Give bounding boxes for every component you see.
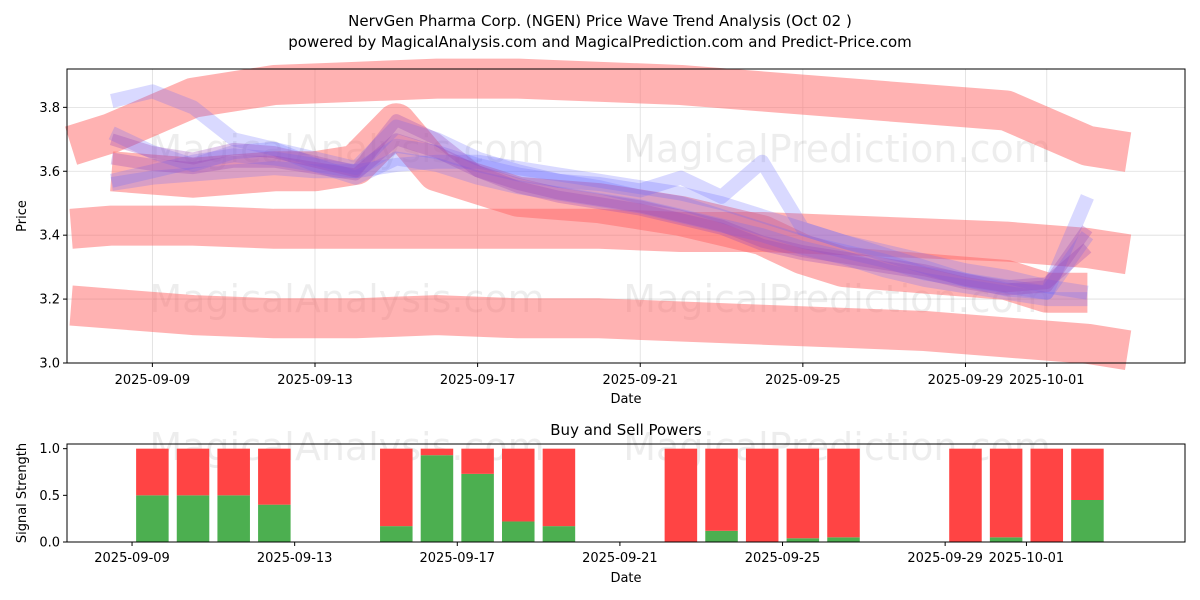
buy-power-bar — [542, 526, 576, 542]
sell-power-bar — [502, 448, 535, 522]
buy-power-bar — [136, 495, 169, 542]
price-x-axis-label: Date — [610, 392, 641, 407]
sell-power-bar — [949, 448, 982, 542]
buy-power-bar — [502, 521, 535, 542]
signal-x-tick-label: 2025-09-13 — [257, 551, 333, 566]
red-wave-band — [69, 285, 1132, 370]
price-y-tick-label: 3.2 — [39, 293, 60, 308]
sell-power-bar — [542, 448, 576, 527]
buy-power-bar — [420, 455, 454, 542]
signal-y-tick-label: 0.5 — [39, 489, 60, 504]
sell-power-bar — [786, 448, 820, 539]
price-x-ticks: 2025-09-09 2025-09-13 2025-09-17 2025-09-21… — [115, 363, 1085, 388]
sell-power-bar — [989, 448, 1023, 538]
price-x-tick-label: 2025-09-29 — [928, 373, 1004, 388]
signal-y-tick-label: 0.0 — [39, 536, 60, 551]
sell-power-bar — [827, 448, 860, 538]
buy-power-bar — [1071, 500, 1104, 542]
blue-wave-band — [108, 119, 1094, 300]
sell-power-bar — [176, 448, 210, 496]
price-plot-frame — [66, 68, 1186, 364]
sell-power-bar — [217, 448, 250, 496]
buy-power-bar — [176, 495, 210, 542]
price-y-tick-label: 3.4 — [39, 229, 60, 244]
buy-power-bar — [217, 495, 250, 542]
price-y-tick-label: 3.8 — [39, 101, 60, 116]
signal-panel: Buy and Sell Powers MagicalAnalysis.com … — [15, 421, 1186, 586]
buy-power-bar — [380, 526, 413, 542]
watermark-prediction: MagicalPrediction.com — [623, 127, 1051, 171]
signal-x-tick-label: 2025-09-17 — [420, 551, 496, 566]
signal-plot-frame — [66, 443, 1186, 543]
sell-power-bar — [1030, 448, 1064, 542]
red-wave-band — [65, 58, 1132, 172]
buy-power-bar — [258, 504, 291, 542]
price-x-tick-label: 2025-10-01 — [1009, 373, 1085, 388]
chart-title-line2: powered by MagicalAnalysis.com and Magic… — [288, 33, 912, 51]
sell-power-bar — [258, 448, 291, 505]
buy-power-bar — [461, 473, 494, 542]
price-y-tick-label: 3.0 — [39, 357, 60, 372]
sell-power-bar — [745, 448, 779, 542]
price-y-ticks: 3.0 3.2 3.4 3.6 3.8 — [39, 101, 67, 372]
signal-x-tick-label: 2025-09-09 — [94, 551, 170, 566]
signal-x-tick-label: 2025-09-21 — [582, 551, 658, 566]
buy-power-bar — [786, 538, 820, 542]
signal-x-axis-label: Date — [610, 571, 641, 586]
sell-power-bar — [136, 448, 169, 496]
signal-x-ticks: 2025-09-09 2025-09-13 2025-09-17 2025-09-21… — [94, 542, 1064, 566]
signal-x-tick-label: 2025-09-25 — [745, 551, 821, 566]
purple-wave-band — [109, 114, 1093, 296]
buy-power-bar — [989, 537, 1023, 542]
price-y-tick-label: 3.6 — [39, 165, 60, 180]
signal-y-tick-label: 1.0 — [39, 442, 60, 457]
price-x-tick-label: 2025-09-09 — [115, 373, 191, 388]
price-wave-bands — [65, 58, 1132, 370]
buy-power-bar — [827, 537, 860, 542]
sell-power-bar — [705, 448, 738, 531]
sell-power-bar — [664, 448, 698, 542]
red-wave-band — [110, 103, 1088, 313]
blue-wave-band — [110, 154, 1089, 300]
chart-title-line1: NervGen Pharma Corp. (NGEN) Price Wave T… — [348, 12, 852, 30]
red-wave-band — [69, 205, 1132, 275]
purple-wave-band — [110, 133, 1092, 293]
sell-power-bar — [461, 448, 494, 474]
sell-power-bar — [380, 448, 413, 527]
signal-y-ticks: 0.0 0.5 1.0 — [39, 442, 67, 551]
price-x-tick-label: 2025-09-25 — [765, 373, 841, 388]
price-x-tick-label: 2025-09-17 — [440, 373, 516, 388]
signal-panel-title: Buy and Sell Powers — [550, 421, 702, 439]
signal-bars — [136, 448, 1104, 542]
sell-power-bar — [1071, 448, 1104, 500]
signal-x-tick-label: 2025-09-29 — [907, 551, 983, 566]
blue-wave-band — [110, 84, 1088, 307]
sell-power-bar — [420, 448, 454, 456]
signal-x-tick-label: 2025-10-01 — [989, 551, 1065, 566]
price-y-axis-label: Price — [15, 200, 30, 232]
blue-wave-band — [110, 138, 1094, 300]
price-panel: MagicalAnalysis.com MagicalPrediction.co… — [15, 58, 1186, 407]
signal-y-axis-label: Signal Strength — [15, 443, 30, 543]
price-x-tick-label: 2025-09-13 — [277, 373, 353, 388]
buy-power-bar — [705, 530, 738, 542]
price-x-tick-label: 2025-09-21 — [602, 373, 678, 388]
